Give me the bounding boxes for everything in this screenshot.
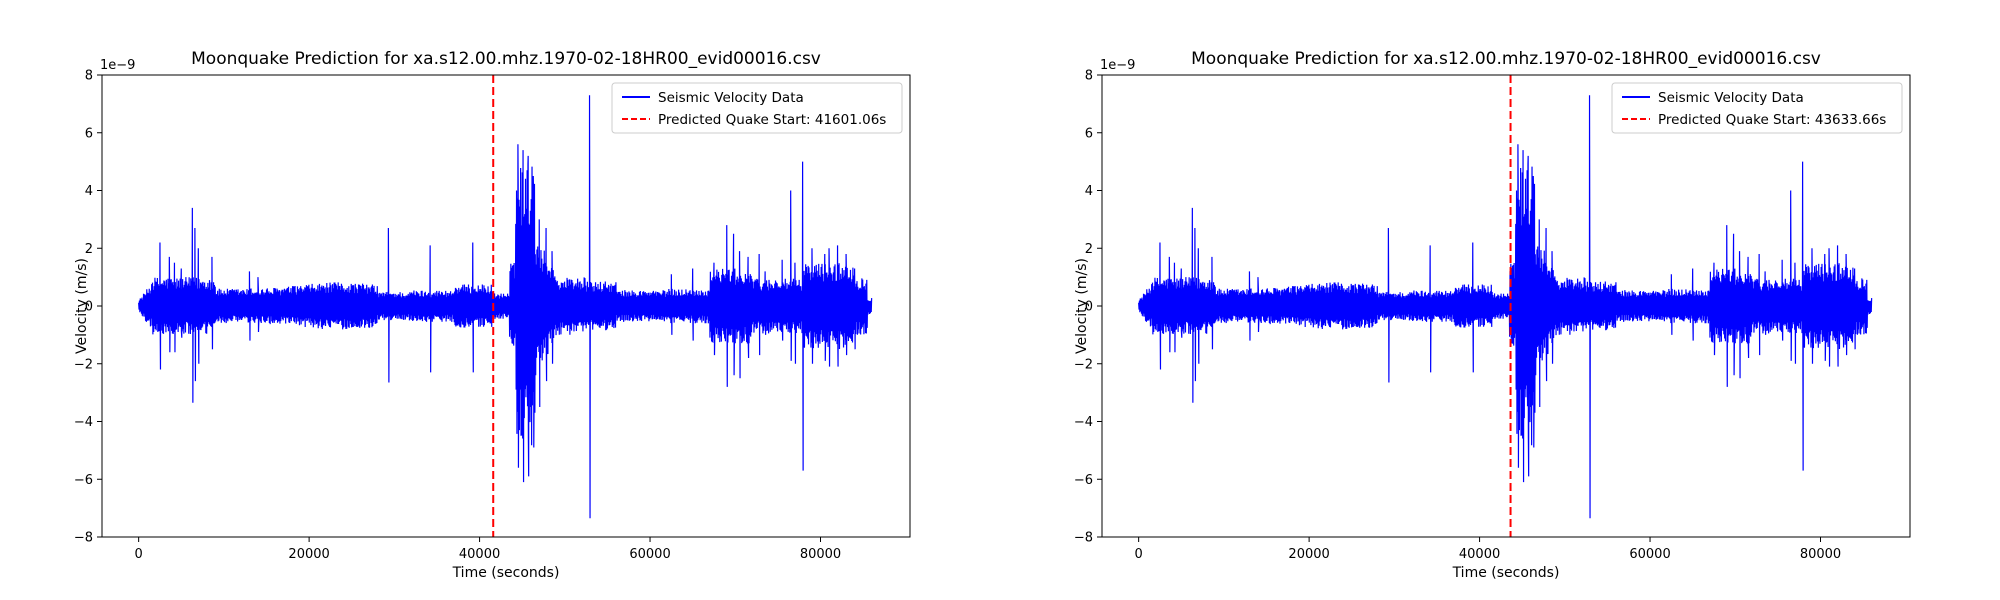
x-tick-label: 20000 [288,547,329,562]
legend-box [1611,82,1903,134]
x-tick-label: 20000 [1288,547,1329,562]
legend-label-seismic: Seismic Velocity Data [1658,90,1804,106]
y-tick-label: −8 [1074,531,1093,546]
y-axis-label: Velocity (m/s) [74,258,90,354]
x-tick-label: 40000 [459,547,500,562]
legend-label-seismic: Seismic Velocity Data [658,90,804,106]
y-tick-label: −4 [1074,415,1093,430]
y-tick-label: 6 [85,126,93,141]
legend-box [611,82,903,134]
y-axis-multiplier: 1e−9 [1100,58,1135,73]
x-axis-label: Time (seconds) [452,565,560,581]
x-tick-label: 60000 [1629,547,1670,562]
y-tick-label: 4 [1085,184,1093,199]
chart-svg-left: Moonquake Prediction for xa.s12.00.mhz.1… [74,49,911,581]
chart-svg-right: Moonquake Prediction for xa.s12.00.mhz.1… [1074,49,1911,581]
x-tick-label: 0 [1135,547,1143,562]
chart-panel-right: Moonquake Prediction for xa.s12.00.mhz.1… [1000,0,2000,600]
legend-label-predicted: Predicted Quake Start: 41601.06s [658,112,886,128]
y-tick-label: −6 [1074,473,1093,488]
y-tick-label: 2 [1085,242,1093,257]
y-axis-label: Velocity (m/s) [1074,258,1090,354]
x-tick-label: 60000 [629,547,670,562]
x-tick-label: 80000 [1800,547,1841,562]
series-seismic-velocity [138,95,873,519]
y-tick-label: −2 [74,357,93,372]
y-tick-label: −6 [74,473,93,488]
y-tick-label: 0 [1085,300,1093,315]
chart-title: Moonquake Prediction for xa.s12.00.mhz.1… [191,49,821,69]
series-seismic-velocity [1138,95,1873,519]
y-tick-label: 2 [85,242,93,257]
y-tick-label: −4 [74,415,93,430]
x-tick-label: 80000 [800,547,841,562]
x-tick-label: 0 [135,547,143,562]
chart-title: Moonquake Prediction for xa.s12.00.mhz.1… [1191,49,1821,69]
y-axis-multiplier: 1e−9 [100,58,135,73]
y-tick-label: 0 [85,300,93,315]
y-tick-label: 8 [1085,69,1093,84]
y-tick-label: 4 [85,184,93,199]
y-tick-label: −2 [1074,357,1093,372]
y-tick-label: −8 [74,531,93,546]
x-axis-label: Time (seconds) [1452,565,1560,581]
chart-panel-left: Moonquake Prediction for xa.s12.00.mhz.1… [74,49,911,581]
y-tick-label: 6 [1085,126,1093,141]
legend-label-predicted: Predicted Quake Start: 43633.66s [1658,112,1886,128]
y-tick-label: 8 [85,69,93,84]
x-tick-label: 40000 [1459,547,1500,562]
